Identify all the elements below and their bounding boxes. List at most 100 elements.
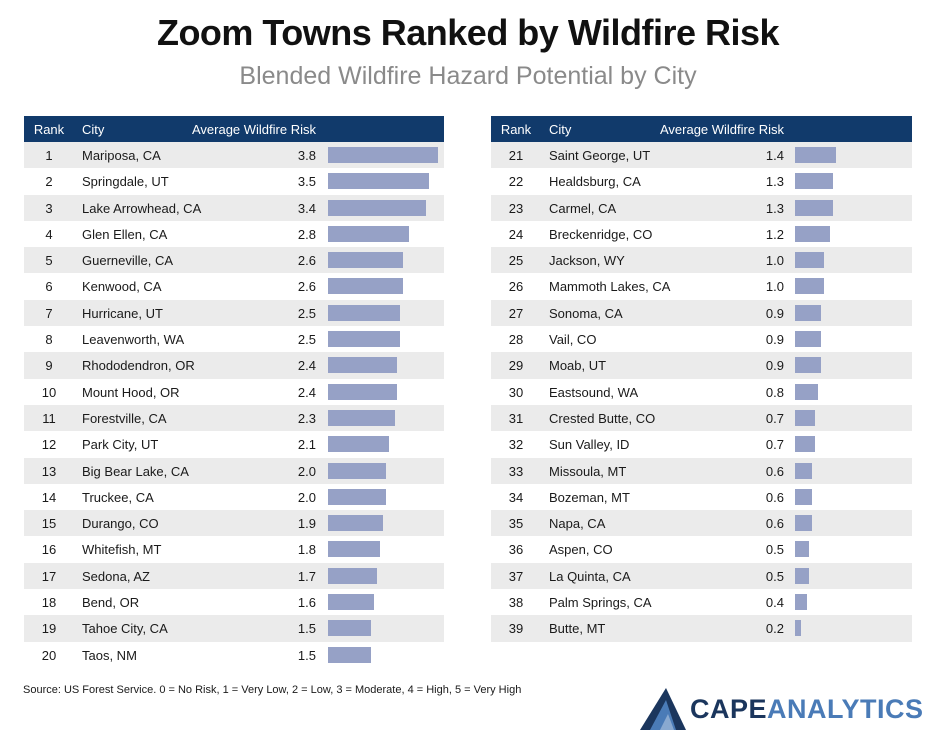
rank-cell: 7 (45, 305, 53, 321)
table-body: 21 Saint George, UT 1.4 22 Healdsburg, CA 1.3… (491, 142, 912, 642)
rank-cell: 22 (508, 174, 524, 190)
value-cell: 1.0 (765, 253, 784, 269)
risk-bar (795, 331, 822, 348)
value-cell: 0.4 (765, 595, 784, 611)
value-cell: 0.5 (765, 542, 784, 558)
value-cell: 1.5 (297, 647, 316, 663)
value-cell: 1.7 (297, 568, 316, 584)
table-row: 11 Forestville, CA 2.3 (24, 404, 444, 432)
city-cell: Leavenworth, WA (82, 332, 185, 348)
value-cell: 3.5 (297, 174, 316, 190)
city-cell: Durango, CO (82, 516, 159, 532)
table-row: 38 Palm Springs, CA 0.4 (491, 589, 912, 615)
risk-bar (328, 252, 404, 269)
risk-bar (795, 515, 813, 532)
risk-bar (328, 304, 401, 321)
risk-bar (328, 173, 430, 190)
table-row: 18 Bend, OR 1.6 (24, 589, 444, 615)
city-cell: Sedona, AZ (82, 568, 150, 584)
source-note: Source: US Forest Service. 0 = No Risk, … (23, 684, 522, 696)
table-row: 15 Durango, CO 1.9 (24, 510, 444, 537)
rank-cell: 35 (508, 516, 524, 532)
risk-bar (795, 199, 833, 216)
risk-bar (328, 199, 427, 216)
risk-bar (795, 436, 816, 453)
value-cell: 2.5 (297, 305, 316, 321)
risk-bar (795, 173, 833, 190)
risk-bar (795, 462, 813, 479)
risk-bar (795, 357, 822, 374)
cape-analytics-logo: CAPEANALYTICS (640, 686, 923, 730)
rank-cell: 10 (41, 384, 57, 400)
table-row: 16 Whitefish, MT 1.8 (24, 536, 444, 562)
risk-bar (795, 620, 801, 637)
risk-bar (795, 225, 830, 242)
rank-cell: 23 (508, 200, 524, 216)
risk-bar (795, 383, 819, 400)
city-cell: Tahoe City, CA (82, 621, 168, 637)
value-cell: 1.8 (297, 542, 316, 558)
table-row: 8 Leavenworth, WA 2.5 (24, 326, 444, 352)
rank-cell: 26 (508, 279, 524, 295)
value-cell: 1.3 (765, 174, 784, 190)
risk-bar (795, 278, 824, 295)
rank-cell: 9 (45, 358, 53, 374)
city-cell: Aspen, CO (549, 542, 613, 558)
table-row: 34 Bozeman, MT 0.6 (491, 484, 912, 510)
value-cell: 3.4 (297, 200, 316, 216)
rank-cell: 2 (45, 174, 53, 190)
table-row: 33 Missoula, MT 0.6 (491, 457, 912, 484)
value-cell: 0.9 (765, 305, 784, 321)
city-cell: Whitefish, MT (82, 542, 162, 558)
value-cell: 0.9 (765, 358, 784, 374)
value-cell: 2.6 (297, 253, 316, 269)
value-cell: 1.2 (765, 226, 784, 242)
city-cell: Napa, CA (549, 516, 606, 532)
rank-cell: 37 (508, 568, 524, 584)
value-cell: 1.3 (765, 200, 784, 216)
rank-cell: 24 (508, 226, 524, 242)
city-cell: Healdsburg, CA (549, 174, 641, 190)
city-cell: Park City, UT (82, 437, 159, 453)
rank-cell: 8 (45, 332, 53, 348)
city-cell: Mount Hood, OR (82, 384, 180, 400)
table-row: 31 Crested Butte, CO 0.7 (491, 404, 912, 432)
chart-title: Zoom Towns Ranked by Wildfire Risk (156, 12, 780, 53)
rank-cell: 15 (41, 516, 57, 532)
header-rank: Rank (33, 122, 65, 137)
table-row: 25 Jackson, WY 1.0 (491, 247, 912, 274)
risk-bar (328, 462, 386, 479)
risk-bar (795, 541, 810, 558)
table-row: 5 Guerneville, CA 2.6 (24, 247, 444, 274)
header-value: Average Wildfire Risk (191, 122, 316, 137)
table-row: 9 Rhododendron, OR 2.4 (24, 352, 444, 379)
city-cell: Forestville, CA (82, 410, 167, 426)
rank-cell: 19 (41, 621, 57, 637)
table-row: 3 Lake Arrowhead, CA 3.4 (24, 194, 444, 221)
table-row: 13 Big Bear Lake, CA 2.0 (24, 457, 444, 484)
rank-cell: 5 (45, 253, 53, 269)
table-header: Rank City Average Wildfire Risk (491, 116, 912, 142)
value-cell: 0.7 (765, 437, 784, 453)
risk-bar (328, 488, 386, 505)
table-row: 4 Glen Ellen, CA 2.8 (24, 221, 444, 247)
table-row: 29 Moab, UT 0.9 (491, 352, 912, 379)
rank-cell: 14 (41, 489, 57, 505)
table-row: 27 Sonoma, CA 0.9 (491, 299, 912, 327)
rank-cell: 17 (41, 568, 57, 584)
risk-bar (328, 620, 372, 637)
risk-bar (795, 252, 824, 269)
table-row: 12 Park City, UT 2.1 (24, 431, 444, 457)
table-row: 1 Mariposa, CA 3.8 (24, 142, 444, 169)
city-cell: Jackson, WY (549, 253, 625, 269)
city-cell: Moab, UT (549, 358, 607, 374)
value-cell: 0.7 (765, 410, 784, 426)
city-cell: Glen Ellen, CA (82, 226, 168, 242)
table-row: 36 Aspen, CO 0.5 (491, 536, 912, 562)
table-row: 7 Hurricane, UT 2.5 (24, 299, 444, 327)
city-cell: Palm Springs, CA (549, 595, 652, 611)
rank-cell: 36 (508, 542, 524, 558)
rank-cell: 20 (41, 647, 57, 663)
header-value: Average Wildfire Risk (659, 122, 784, 137)
table-row: 37 La Quinta, CA 0.5 (491, 562, 912, 590)
